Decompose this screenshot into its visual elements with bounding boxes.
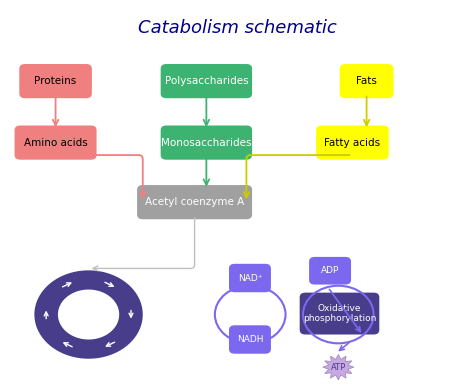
Text: Fatty acids: Fatty acids: [324, 138, 381, 147]
Polygon shape: [35, 271, 143, 359]
Text: Amino acids: Amino acids: [24, 138, 88, 147]
FancyBboxPatch shape: [309, 257, 351, 284]
Text: ATP: ATP: [331, 363, 346, 372]
Polygon shape: [323, 354, 354, 380]
FancyBboxPatch shape: [229, 325, 271, 354]
Text: Citric acid
cycle: Citric acid cycle: [64, 304, 113, 325]
Text: Polysaccharides: Polysaccharides: [164, 76, 248, 86]
FancyBboxPatch shape: [300, 293, 379, 334]
Text: ADP: ADP: [321, 266, 339, 275]
FancyBboxPatch shape: [340, 64, 393, 98]
FancyBboxPatch shape: [15, 125, 97, 160]
FancyBboxPatch shape: [19, 64, 92, 98]
FancyBboxPatch shape: [316, 125, 389, 160]
Text: Monosaccharides: Monosaccharides: [161, 138, 252, 147]
Text: Proteins: Proteins: [35, 76, 77, 86]
Text: Catabolism schematic: Catabolism schematic: [137, 19, 337, 37]
Text: NADH: NADH: [237, 335, 263, 344]
Text: NAD⁺: NAD⁺: [237, 274, 262, 283]
FancyBboxPatch shape: [229, 264, 271, 292]
Text: Acetyl coenzyme A: Acetyl coenzyme A: [145, 197, 244, 207]
FancyBboxPatch shape: [161, 125, 252, 160]
Text: Oxidative
phosphorylation: Oxidative phosphorylation: [303, 304, 376, 323]
Text: Fats: Fats: [356, 76, 377, 86]
FancyBboxPatch shape: [137, 185, 252, 219]
FancyBboxPatch shape: [161, 64, 252, 98]
